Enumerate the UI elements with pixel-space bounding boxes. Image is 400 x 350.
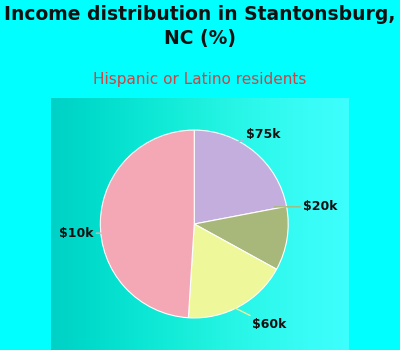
- Wedge shape: [100, 130, 194, 318]
- Wedge shape: [194, 206, 288, 269]
- Text: $75k: $75k: [232, 128, 280, 144]
- Text: Income distribution in Stantonsburg,
NC (%): Income distribution in Stantonsburg, NC …: [4, 5, 396, 48]
- Text: $20k: $20k: [274, 200, 338, 213]
- Text: $10k: $10k: [59, 227, 137, 240]
- Wedge shape: [194, 130, 286, 224]
- Text: Hispanic or Latino residents: Hispanic or Latino residents: [93, 72, 307, 87]
- Text: $60k: $60k: [232, 307, 286, 331]
- Wedge shape: [188, 224, 276, 318]
